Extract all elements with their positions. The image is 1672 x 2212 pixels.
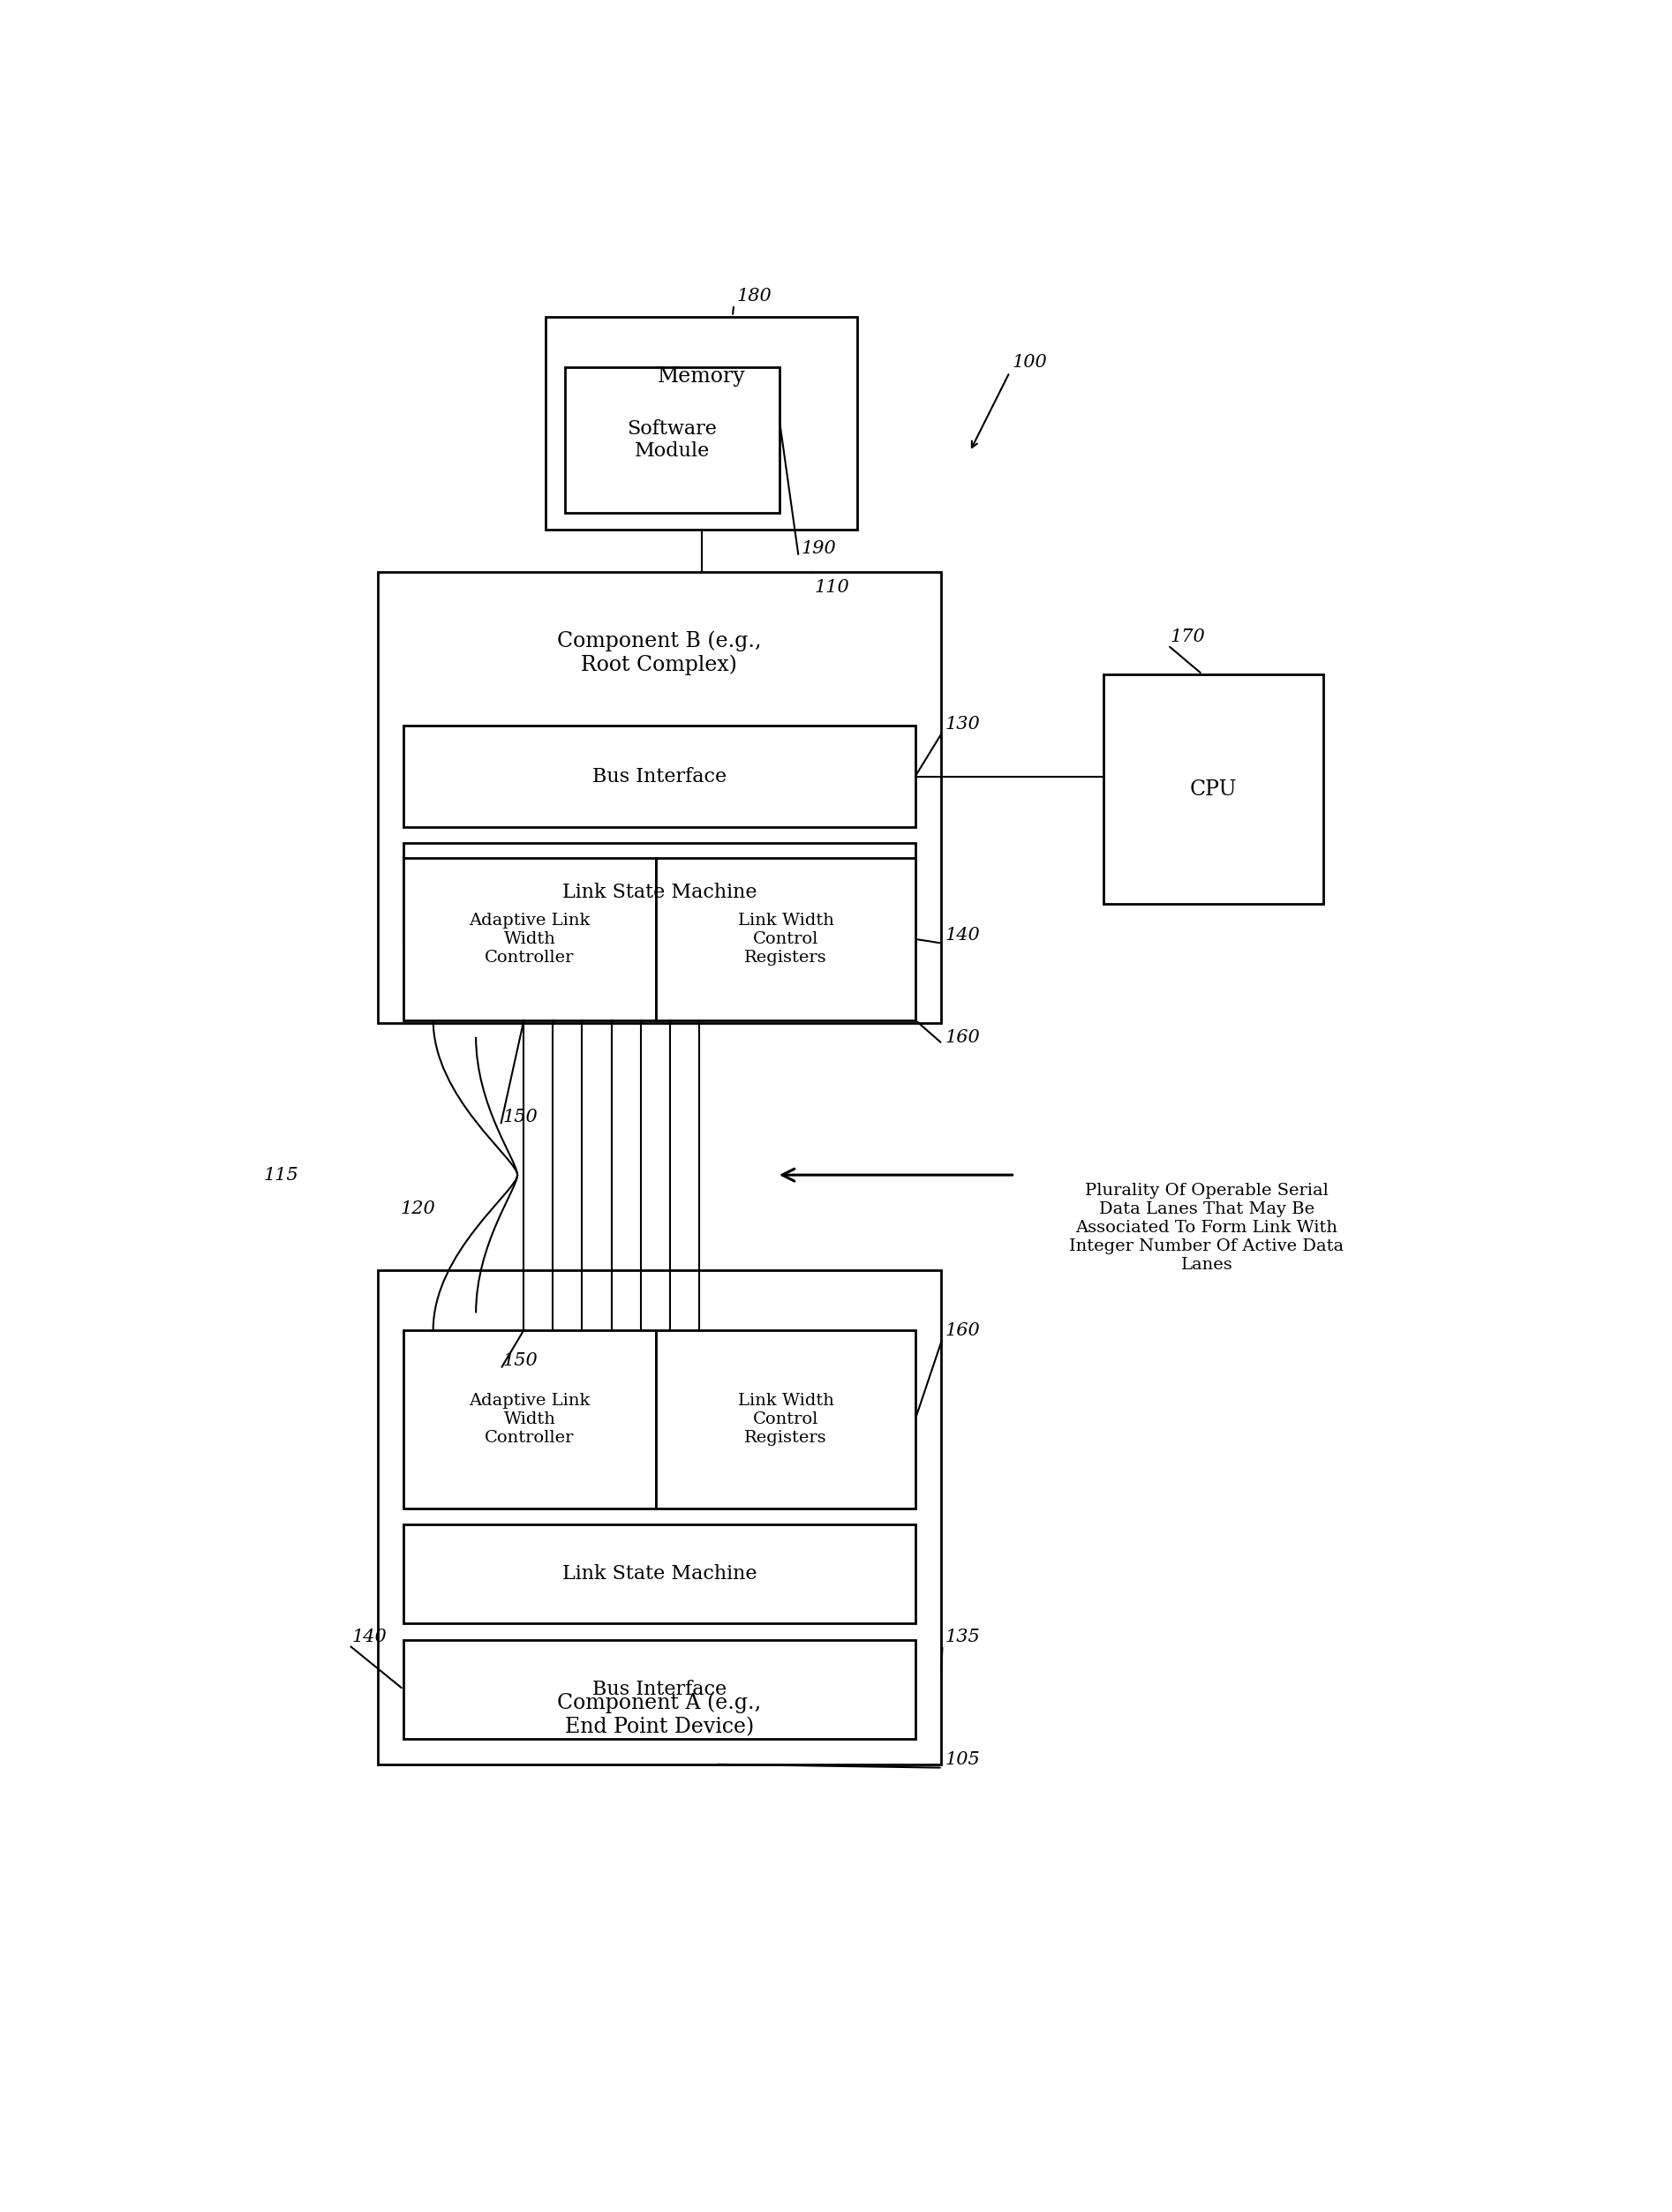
Text: 110: 110	[814, 580, 849, 595]
Text: 150: 150	[503, 1108, 538, 1126]
Bar	[403, 1524, 915, 1624]
Text: 180: 180	[736, 288, 771, 305]
Bar	[403, 858, 655, 1020]
Bar	[403, 1329, 655, 1509]
Bar	[378, 1270, 941, 1765]
Text: Bus Interface: Bus Interface	[592, 768, 726, 785]
Text: Component A (e.g.,
End Point Device): Component A (e.g., End Point Device)	[557, 1692, 761, 1736]
Bar	[378, 573, 941, 1024]
Text: 160: 160	[945, 1323, 980, 1338]
Text: 140: 140	[351, 1628, 386, 1646]
Bar	[655, 1329, 915, 1509]
Bar	[1104, 675, 1324, 905]
Text: Plurality Of Operable Serial
Data Lanes That May Be
Associated To Form Link With: Plurality Of Operable Serial Data Lanes …	[1070, 1183, 1344, 1272]
Text: 150: 150	[503, 1352, 538, 1369]
Text: 140: 140	[945, 927, 980, 945]
Text: 170: 170	[1170, 628, 1206, 646]
Bar	[403, 1639, 915, 1739]
Text: Adaptive Link
Width
Controller: Adaptive Link Width Controller	[470, 914, 590, 964]
Text: Bus Interface: Bus Interface	[592, 1679, 726, 1699]
Text: 130: 130	[945, 714, 980, 732]
Text: 190: 190	[801, 540, 836, 557]
Text: 120: 120	[401, 1201, 436, 1217]
Bar	[565, 367, 779, 513]
Bar	[403, 726, 915, 827]
Bar	[655, 858, 915, 1020]
Text: Software
Module: Software Module	[627, 418, 717, 460]
Text: CPU: CPU	[1190, 779, 1237, 799]
Text: Adaptive Link
Width
Controller: Adaptive Link Width Controller	[470, 1394, 590, 1447]
Text: 115: 115	[264, 1166, 299, 1183]
Text: Memory: Memory	[657, 365, 746, 387]
Bar	[403, 843, 915, 942]
Text: Link State Machine: Link State Machine	[562, 1564, 757, 1584]
Text: 100: 100	[1013, 354, 1047, 372]
Text: 135: 135	[945, 1628, 980, 1646]
Text: Link State Machine: Link State Machine	[562, 883, 757, 902]
Text: 105: 105	[945, 1752, 980, 1767]
Text: Link Width
Control
Registers: Link Width Control Registers	[737, 1394, 834, 1447]
Text: Component B (e.g.,
Root Complex): Component B (e.g., Root Complex)	[557, 630, 761, 675]
Text: Link Width
Control
Registers: Link Width Control Registers	[737, 914, 834, 964]
Bar	[545, 316, 856, 529]
Text: 160: 160	[945, 1029, 980, 1046]
